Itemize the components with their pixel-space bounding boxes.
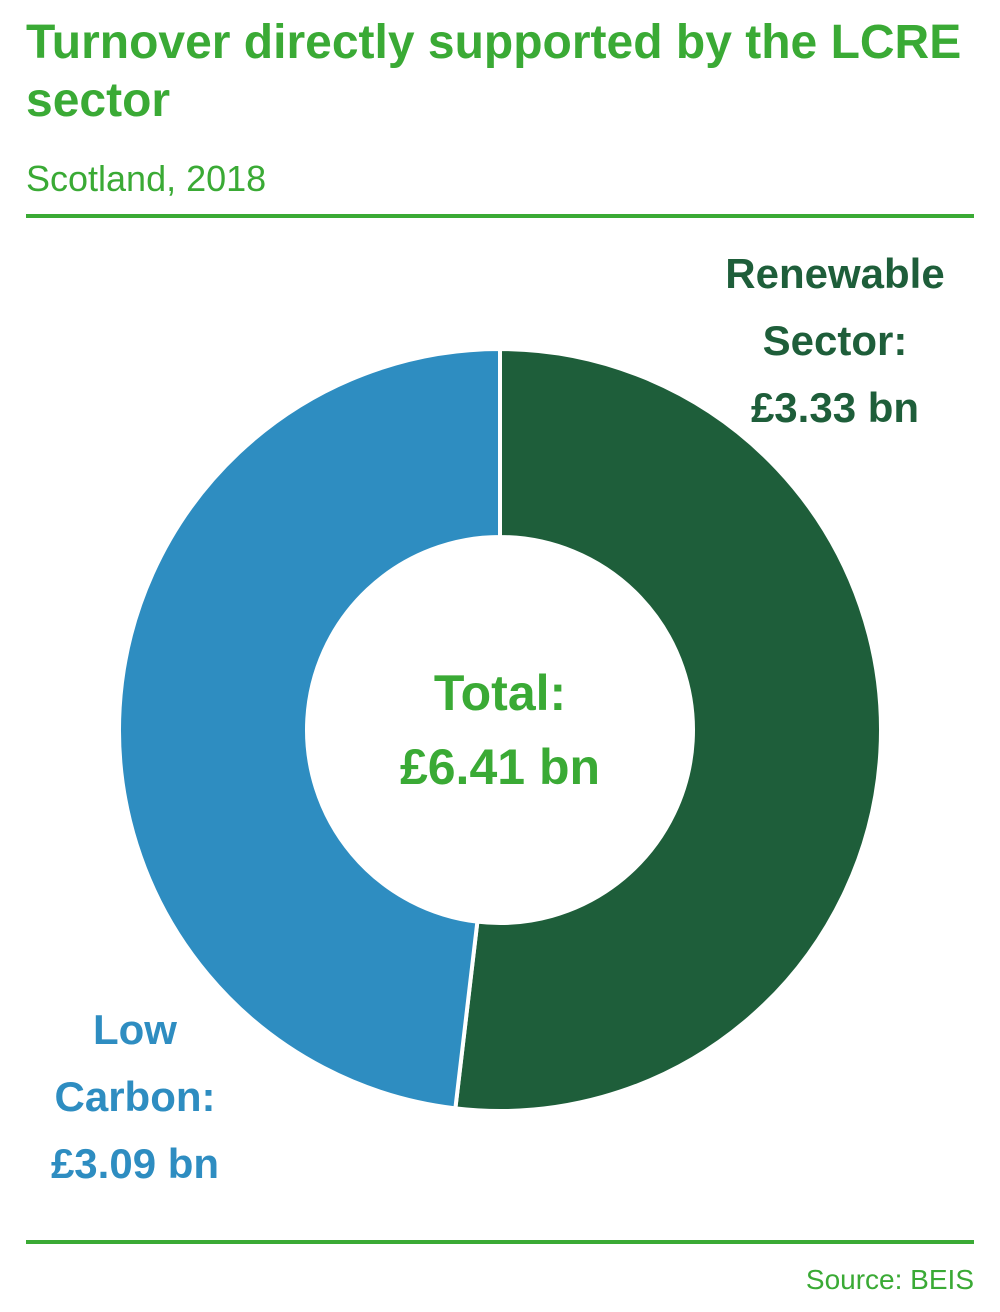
source-note: Source: BEIS — [805, 1264, 974, 1295]
low-carbon-slice-label: Low Carbon: £3.09 bn — [20, 996, 250, 1197]
low-carbon-label-line-1: Low — [93, 1006, 177, 1053]
bottom-divider — [26, 1240, 974, 1244]
donut-center-total: Total: £6.41 bn — [350, 656, 650, 804]
chart-title: Turnover directly supported by the LCRE … — [26, 16, 962, 127]
low-carbon-label-line-2: Carbon: — [54, 1073, 216, 1120]
renewable-label-line-1: Renewable — [725, 250, 945, 297]
renewable-label-value: £3.33 bn — [750, 384, 920, 431]
center-total-label: Total: — [433, 665, 567, 721]
chart-subtitle: Scotland, 2018 — [26, 158, 267, 199]
low-carbon-label-value: £3.09 bn — [50, 1140, 220, 1187]
donut-slice-low-carbon — [116, 346, 502, 1111]
top-divider — [26, 214, 974, 218]
renewable-label-line-2: Sector: — [762, 317, 908, 364]
center-total-value: £6.41 bn — [399, 739, 601, 795]
renewable-slice-label: Renewable Sector: £3.33 bn — [690, 240, 980, 441]
donut-slice-renewable-sector — [453, 346, 883, 1113]
